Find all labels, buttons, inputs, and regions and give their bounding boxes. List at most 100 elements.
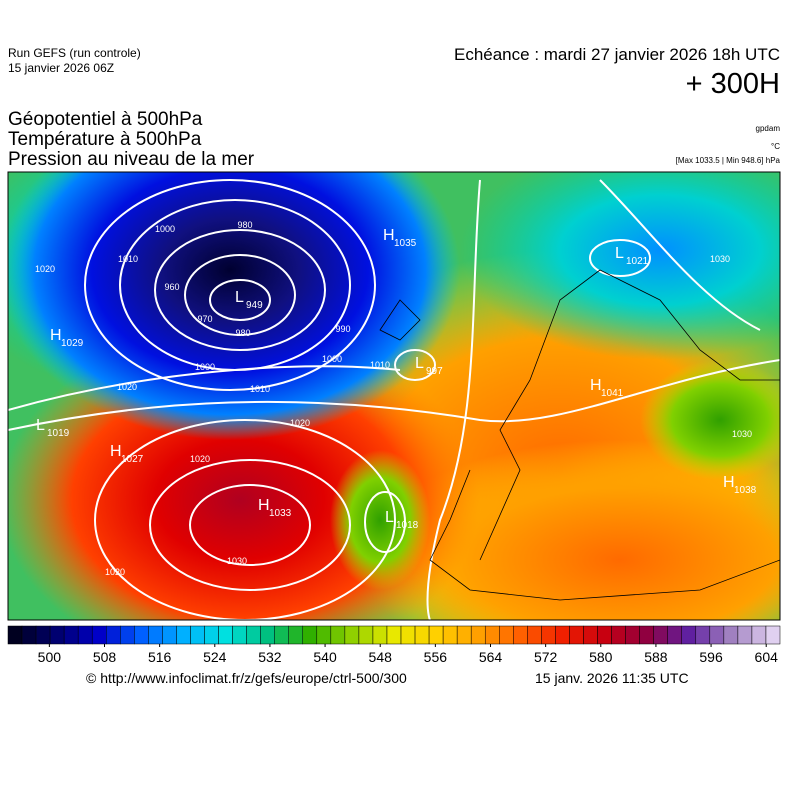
colorbar-swatch xyxy=(7,625,23,645)
colorbar-swatch xyxy=(162,625,177,645)
colorbar-swatch xyxy=(246,625,261,645)
colorbar-label: 564 xyxy=(479,649,503,665)
isobar-label: 1000 xyxy=(155,224,175,234)
isobar-label: 1030 xyxy=(710,254,730,264)
isobar-label: 1010 xyxy=(250,384,270,394)
center-type: L xyxy=(385,509,394,526)
center-value: 1035 xyxy=(394,238,417,249)
colorbar-swatch xyxy=(414,625,430,645)
colorbar-swatch xyxy=(176,625,191,645)
colorbar-swatch xyxy=(541,625,556,645)
center-value: 1038 xyxy=(734,485,757,496)
echeance: Echéance : mardi 27 janvier 2026 18h UTC xyxy=(453,45,780,64)
center-type: H xyxy=(110,443,122,460)
colorbar-swatch xyxy=(302,625,318,645)
colorbar-swatch xyxy=(470,625,486,645)
isobar-label: 1030 xyxy=(732,429,752,439)
colorbar-swatch xyxy=(484,625,500,645)
colorbar-swatch xyxy=(49,625,65,645)
colorbar-swatch xyxy=(751,625,767,645)
title: Température à 500hPa xyxy=(8,129,202,150)
source-url: © http://www.infoclimat.fr/z/gefs/europe… xyxy=(86,670,407,686)
colorbar-swatch xyxy=(21,625,37,645)
colorbar-swatch xyxy=(358,625,374,645)
colorbar-swatch xyxy=(765,625,781,645)
run-date: 15 janvier 2026 06Z xyxy=(8,61,115,75)
colorbar-swatch xyxy=(330,625,346,645)
colorbar-label: 516 xyxy=(148,649,172,665)
colorbar-swatch xyxy=(667,625,682,645)
colorbar-label: 532 xyxy=(258,649,282,665)
title: Géopotentiel à 500hPa xyxy=(8,109,203,130)
center-value: 949 xyxy=(246,300,263,311)
colorbar-swatch xyxy=(106,625,121,645)
isobar-label: 1010 xyxy=(118,254,138,264)
colorbar-swatch xyxy=(274,625,289,645)
colorbar: 500 508 516 524 532 540 548 556 564 572 580 588 596 6… xyxy=(7,625,781,665)
isobar-label: 1000 xyxy=(322,354,342,364)
colorbar-swatch xyxy=(456,625,472,645)
colorbar-swatch xyxy=(709,625,725,645)
center-type: H xyxy=(50,327,62,344)
colorbar-swatch xyxy=(639,625,654,645)
colorbar-swatch xyxy=(134,625,149,645)
colorbar-swatch xyxy=(597,625,612,645)
center-value: 1041 xyxy=(601,388,624,399)
colorbar-swatch xyxy=(288,625,304,645)
colorbar-label: 524 xyxy=(203,649,227,665)
title: Pression au niveau de la mer xyxy=(8,149,255,170)
colorbar-label: 556 xyxy=(424,649,448,665)
colorbar-swatch xyxy=(428,625,444,645)
colorbar-swatch xyxy=(442,625,458,645)
source: gpdam xyxy=(755,124,780,133)
isobar-label: 1020 xyxy=(290,418,310,428)
colorbar-swatch xyxy=(120,625,135,645)
colorbar-label: 572 xyxy=(534,649,558,665)
range: [Max 1033.5 | Min 948.6] hPa xyxy=(675,156,780,165)
center-value: 1033 xyxy=(269,508,292,519)
colorbar-label: 588 xyxy=(644,649,668,665)
colorbar-swatch xyxy=(218,625,233,645)
colorbar-swatch xyxy=(204,625,219,645)
colorbar-swatch xyxy=(91,625,107,645)
isobar-label: 1030 xyxy=(227,556,247,566)
center-value: 997 xyxy=(426,366,443,377)
colorbar-swatch xyxy=(555,625,570,645)
isobar-label: 960 xyxy=(164,282,179,292)
center-type: L xyxy=(615,245,624,262)
colorbar-label: 508 xyxy=(93,649,117,665)
center-value: 1029 xyxy=(61,338,84,349)
colorbar-swatch xyxy=(316,625,332,645)
colorbar-label: 604 xyxy=(755,649,779,665)
center-type: L xyxy=(36,417,45,434)
colorbar-swatch xyxy=(737,625,753,645)
colorbar-swatch xyxy=(611,625,626,645)
colorbar-label: 540 xyxy=(313,649,337,665)
colorbar-label: 580 xyxy=(589,649,613,665)
center-type: H xyxy=(258,497,270,514)
colorbar-swatch xyxy=(77,625,93,645)
colorbar-swatch xyxy=(232,625,247,645)
isobar-label: 980 xyxy=(235,328,250,338)
colorbar-swatch xyxy=(400,625,416,645)
center-value: 1019 xyxy=(47,428,70,439)
isobar-label: 1020 xyxy=(35,264,55,274)
unit: °C xyxy=(771,142,780,151)
center-type: H xyxy=(383,227,395,244)
colorbar-label: 500 xyxy=(38,649,62,665)
isobar-label: 1010 xyxy=(370,360,390,370)
colorbar-swatch xyxy=(527,625,542,645)
colorbar-swatch xyxy=(260,625,275,645)
colorbar-swatch xyxy=(513,625,528,645)
colorbar-swatch xyxy=(372,625,388,645)
center-type: H xyxy=(723,474,735,491)
isobar-label: 1020 xyxy=(105,567,125,577)
center-type: H xyxy=(590,377,602,394)
colorbar-label: 596 xyxy=(699,649,723,665)
center-type: L xyxy=(415,355,424,372)
center-type: L xyxy=(235,289,244,306)
isobar-label: 1020 xyxy=(117,382,137,392)
colorbar-swatch xyxy=(695,625,711,645)
